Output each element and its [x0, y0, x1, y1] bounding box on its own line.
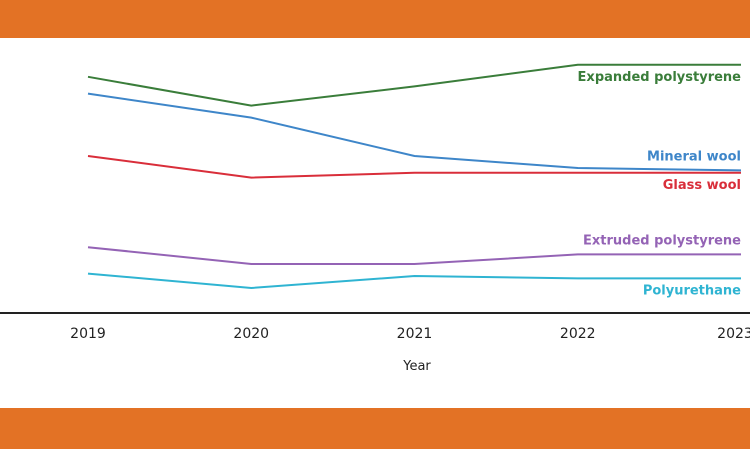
x-tick-labels: 2019 2020 2021 2022 2023 [70, 326, 750, 342]
top-orange-band [0, 0, 750, 38]
x-tick-label: 2022 [560, 326, 596, 342]
series-label-expanded-polystyrene: Expanded polystyrene [578, 70, 742, 85]
series-line-glass-wool [87, 155, 741, 179]
series-label-mineral-wool: Mineral wool [647, 149, 741, 164]
series-label-glass-wool: Glass wool [663, 178, 741, 193]
series-lines [87, 63, 742, 290]
series-label-polyurethane: Polyurethane [643, 283, 741, 298]
x-axis-title: Year [402, 359, 431, 374]
x-tick-label: 2021 [397, 326, 433, 342]
series-line-polyurethane [87, 272, 741, 290]
series-line-mineral-wool [87, 92, 742, 172]
x-tick-label: 2019 [70, 326, 106, 342]
x-tick-label: 2020 [233, 326, 269, 342]
series-line-expanded-polystyrene [87, 63, 741, 107]
x-tick-label: 2023 [717, 326, 750, 342]
bottom-orange-band [0, 408, 750, 449]
series-label-extruded-polystyrene: Extruded polystyrene [583, 233, 741, 248]
series-labels: Expanded polystyrene Mineral wool Glass wo… [578, 70, 742, 299]
series-line-extruded-polystyrene [87, 246, 741, 265]
